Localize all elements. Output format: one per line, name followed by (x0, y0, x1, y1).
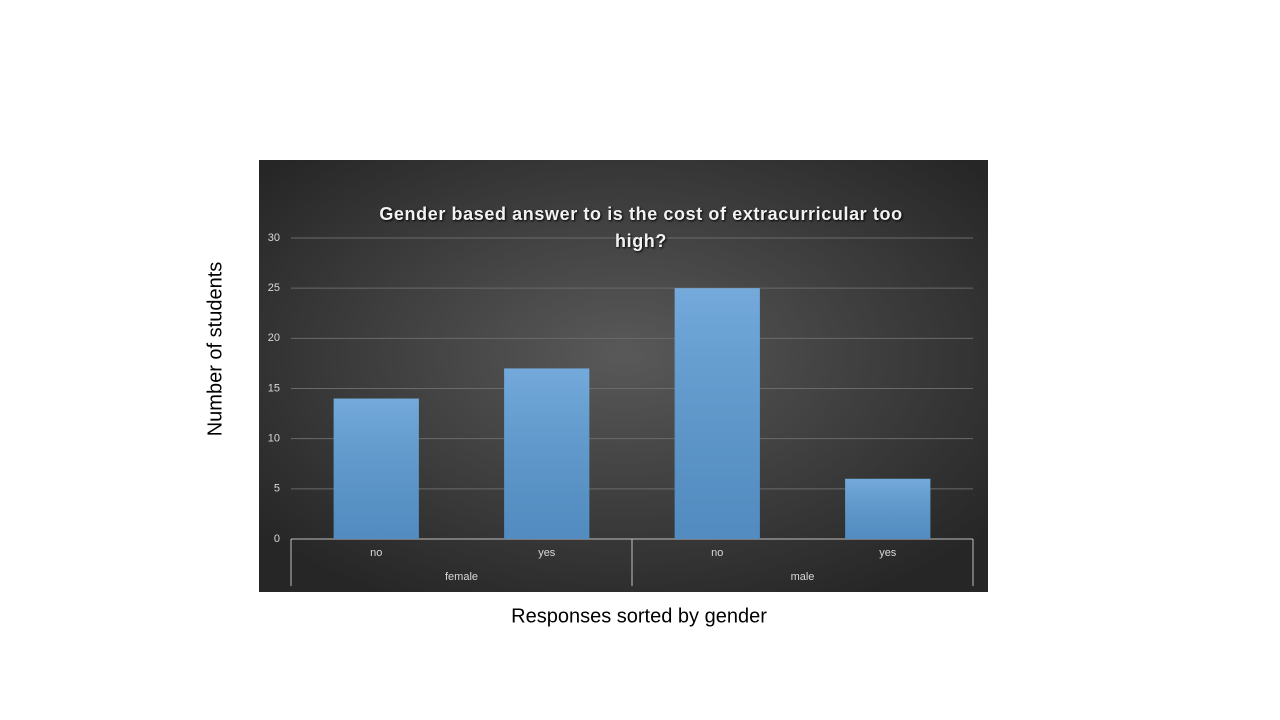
chart-title: Gender based answer to is the cost of ex… (379, 204, 903, 251)
y-tick-label: 20 (268, 332, 280, 344)
x-tick-label: yes (538, 547, 556, 559)
y-tick-label: 25 (268, 282, 280, 294)
x-tick-label: no (711, 547, 723, 559)
bar-shade (333, 398, 419, 539)
y-axis-label: Number of students (204, 262, 226, 437)
x-axis-label: Responses sorted by gender (511, 605, 767, 627)
group-label: female (445, 571, 478, 583)
x-tick-label: yes (879, 547, 897, 559)
y-tick-label: 5 (274, 483, 280, 495)
y-tick-label: 0 (274, 533, 280, 545)
y-tick-label: 30 (268, 232, 280, 244)
bar-shade (674, 288, 760, 539)
y-tick-label: 15 (268, 382, 280, 394)
bar-shade (504, 368, 590, 539)
bar-shade (845, 478, 931, 539)
group-label: male (791, 571, 815, 583)
y-tick-label: 10 (268, 433, 280, 445)
x-tick-label: no (370, 547, 382, 559)
